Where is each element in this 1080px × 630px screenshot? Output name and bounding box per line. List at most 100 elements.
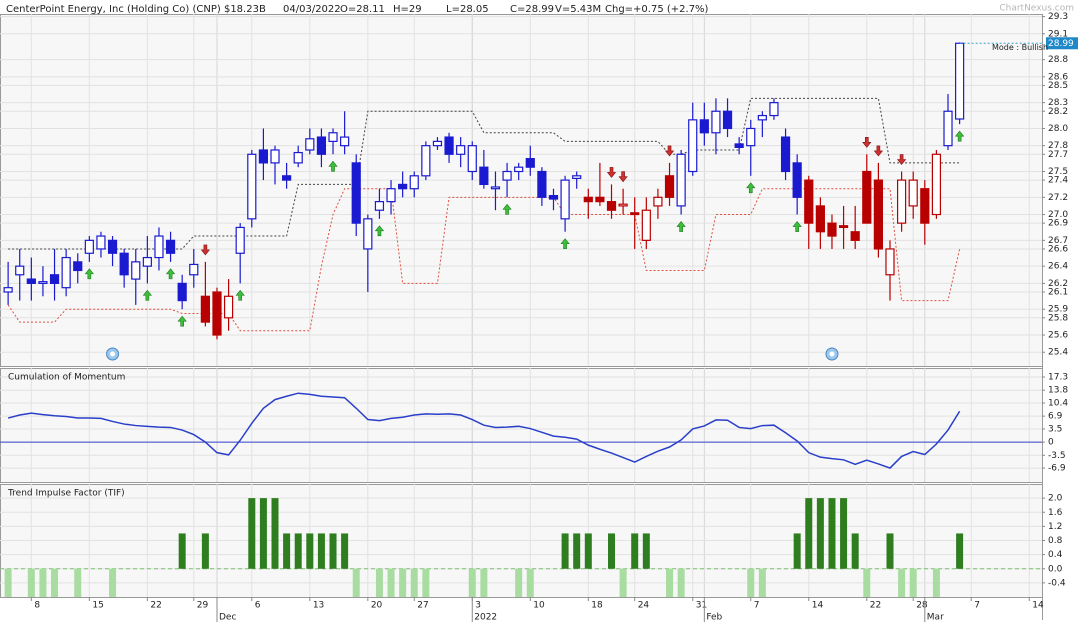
- x-tick-label: 14: [1032, 601, 1044, 611]
- candle-body: [630, 212, 640, 216]
- candle-body: [107, 239, 118, 254]
- stop-line: [8, 97, 960, 250]
- buy-arrow: [142, 289, 152, 301]
- y-tick-label: -6.9: [1048, 464, 1066, 474]
- x-tick-label: 28: [916, 601, 928, 611]
- y-tick-label: 26.4: [1048, 262, 1068, 272]
- candle-body: [873, 179, 883, 250]
- y-tick-label: 1.6: [1048, 508, 1063, 518]
- bar: [515, 568, 523, 597]
- sell-arrow: [200, 244, 211, 256]
- y-tick-label: 28.6: [1048, 72, 1068, 82]
- x-tick-label: 31: [696, 601, 707, 611]
- y-tick-label: 27.0: [1048, 210, 1068, 220]
- y-tick-label: 25.9: [1048, 305, 1068, 315]
- high: H=29: [393, 4, 422, 15]
- y-tick-label: 27.2: [1048, 193, 1068, 203]
- candle-body: [850, 231, 860, 241]
- y-tick-label: 26.6: [1048, 244, 1068, 254]
- candle-body: [270, 149, 280, 164]
- buy-arrow: [954, 130, 965, 142]
- bar: [387, 568, 395, 597]
- bar: [51, 568, 59, 597]
- candle-body: [641, 209, 651, 241]
- candle-body: [432, 140, 443, 147]
- y-tick-label: 27.7: [1048, 150, 1068, 160]
- bar: [909, 568, 917, 597]
- y-tick-label: 28.2: [1048, 107, 1068, 117]
- bar: [4, 568, 12, 597]
- candle-body: [165, 239, 176, 254]
- bar: [283, 533, 291, 569]
- y-tick-label: 25.4: [1048, 348, 1068, 358]
- bar: [317, 533, 325, 569]
- bar: [805, 498, 813, 569]
- bar: [619, 568, 627, 597]
- candle-body: [595, 196, 605, 203]
- y-tick-label: 29.1: [1048, 29, 1068, 39]
- bar: [863, 568, 871, 597]
- y-tick-label: 2.0: [1048, 494, 1063, 504]
- candle-body: [398, 183, 408, 190]
- y-tick-label: 28.8: [1048, 55, 1068, 65]
- bar: [956, 533, 964, 569]
- candle-body: [920, 188, 930, 224]
- change: Chg=+0.75 (+2.7%): [605, 4, 709, 15]
- buy-arrow: [177, 315, 187, 327]
- bar: [758, 568, 766, 597]
- y-tick-label: 26.2: [1048, 279, 1068, 289]
- buy-arrow: [502, 203, 512, 215]
- buy-arrow: [235, 289, 245, 301]
- candle-body: [827, 222, 837, 237]
- y-tick-label: 10.4: [1048, 398, 1068, 408]
- candle-body: [514, 166, 524, 173]
- bar: [271, 498, 279, 569]
- candle-body: [815, 205, 825, 233]
- bar: [573, 533, 581, 569]
- y-tick-label: 26.1: [1048, 287, 1068, 297]
- candle-body: [699, 119, 709, 134]
- sell-arrow: [873, 145, 884, 157]
- bar: [816, 498, 824, 569]
- candle-body: [757, 114, 767, 121]
- momentum-line: [7, 392, 961, 469]
- alert-dot: [829, 351, 835, 357]
- candle-body: [212, 291, 222, 336]
- watermark: ChartNexus.com: [999, 4, 1074, 14]
- candle-body: [502, 170, 512, 181]
- last-price-tag: [1046, 37, 1078, 50]
- y-tick-label: 13.8: [1048, 386, 1068, 396]
- candle-body: [142, 256, 152, 267]
- x-month-label: Feb: [706, 613, 722, 623]
- y-tick-label: 25.6: [1048, 331, 1068, 341]
- x-tick-label: 8: [34, 601, 40, 611]
- bar: [677, 568, 685, 597]
- candle-body: [96, 235, 106, 250]
- candle-body: [49, 274, 60, 284]
- volume: V=5.43M: [555, 4, 601, 15]
- candle-body: [73, 261, 83, 272]
- candle-body: [548, 194, 559, 200]
- bar: [410, 568, 418, 597]
- panel-title: Cumulation of Momentum: [8, 373, 125, 383]
- candle-body: [363, 218, 373, 250]
- y-tick-label: 29.3: [1048, 12, 1068, 22]
- y-tick-label: 1.2: [1048, 522, 1062, 532]
- candle-body: [305, 138, 315, 151]
- y-tick-label: 0.0: [1048, 564, 1063, 574]
- sell-arrow: [664, 145, 675, 157]
- candle-body: [119, 252, 129, 276]
- bar: [932, 568, 940, 597]
- y-tick-label: 17.3: [1048, 373, 1068, 383]
- close: C=28.99: [510, 4, 554, 15]
- y-tick-label: 26.9: [1048, 219, 1068, 229]
- x-tick-label: 10: [533, 601, 545, 611]
- bar: [27, 568, 35, 597]
- candle-body: [154, 235, 164, 259]
- candle-body: [409, 175, 419, 190]
- candle-body: [351, 162, 361, 224]
- candle-body: [734, 143, 744, 148]
- candle-body: [688, 119, 698, 173]
- bar: [399, 568, 407, 597]
- candle-body: [131, 261, 141, 280]
